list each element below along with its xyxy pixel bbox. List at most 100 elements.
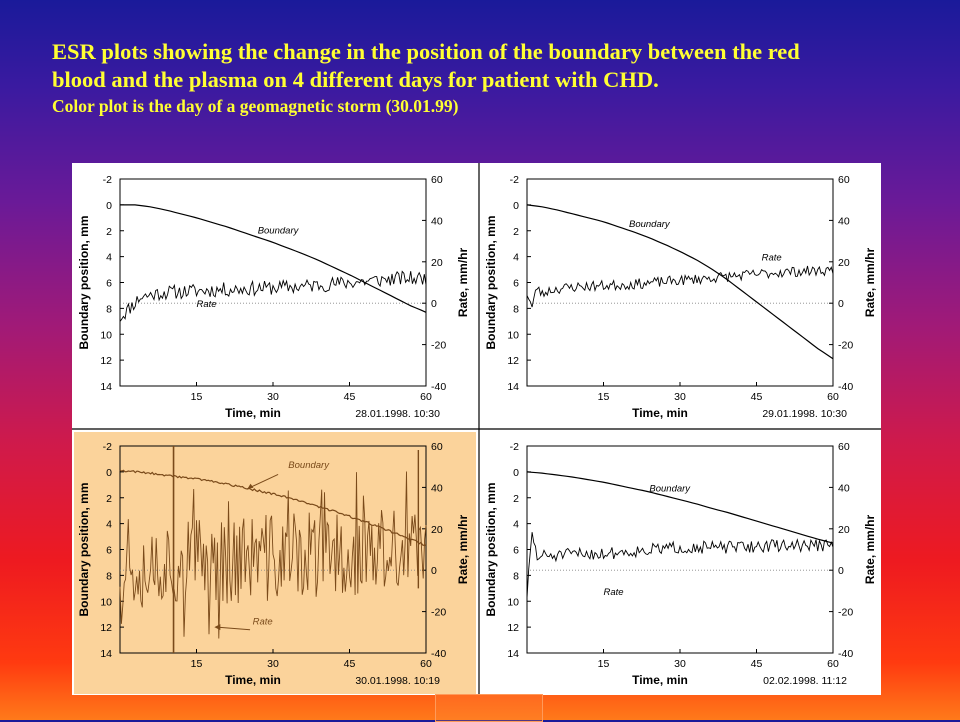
tick-label-left: 10 <box>100 596 112 608</box>
annotation-rate: Rate <box>604 587 624 598</box>
annotation-rate: Rate <box>253 617 273 628</box>
annotation-boundary: Boundary <box>258 225 300 236</box>
tick-label-right: 40 <box>431 215 443 227</box>
tick-label-left: 14 <box>507 381 519 393</box>
tick-label-left: 6 <box>106 278 112 290</box>
tick-label-right: -20 <box>838 607 853 619</box>
series-line-boundary <box>120 204 427 313</box>
tick-label-left: 6 <box>513 278 519 290</box>
tick-label-x: 15 <box>598 391 610 403</box>
tick-label-right: 20 <box>838 257 850 269</box>
annotation-rate: Rate <box>197 299 217 310</box>
x-axis-label: Time, min <box>225 673 281 687</box>
tick-label-right: -40 <box>838 648 853 660</box>
x-axis-label: Time, min <box>632 673 688 687</box>
tick-label-right: 60 <box>431 441 443 453</box>
tick-label-right: 0 <box>431 298 437 310</box>
tick-label-left: 14 <box>507 648 519 660</box>
y-axis-label-left: Boundary position, mm <box>77 482 91 616</box>
x-axis-label: Time, min <box>632 406 688 420</box>
tick-label-x: 45 <box>751 658 763 670</box>
series-line-boundary <box>526 471 834 544</box>
tick-label-right: 60 <box>838 441 850 453</box>
tick-label-left: 4 <box>513 519 519 531</box>
series-line-rate <box>119 471 427 639</box>
tick-label-left: 4 <box>106 252 112 264</box>
series-line-boundary <box>119 469 427 547</box>
date-label: 28.01.1998. 10:30 <box>355 408 440 420</box>
annotation-boundary: Boundary <box>649 483 691 494</box>
tick-label-x: 45 <box>344 391 356 403</box>
tick-label-x: 15 <box>598 658 610 670</box>
tick-label-x: 30 <box>267 658 279 670</box>
y-axis-label-left: Boundary position, mm <box>77 215 91 349</box>
tick-label-left: 2 <box>106 226 112 238</box>
tick-label-left: 10 <box>507 596 519 608</box>
annotation-arrow-rate <box>216 626 251 631</box>
tick-label-x: 45 <box>751 391 763 403</box>
x-axis-label: Time, min <box>225 406 281 420</box>
tick-label-x: 45 <box>344 658 356 670</box>
annotation-boundary: Boundary <box>629 219 671 230</box>
tick-label-right: -20 <box>431 340 446 352</box>
date-label: 29.01.1998. 10:30 <box>762 408 847 420</box>
tick-label-left: 12 <box>507 622 519 634</box>
tick-label-x: 30 <box>674 658 686 670</box>
arrowhead-rate <box>214 624 221 631</box>
tick-label-right: -40 <box>431 648 446 660</box>
tick-label-right: -40 <box>431 381 446 393</box>
y-axis-label-left: Boundary position, mm <box>484 482 498 616</box>
tick-label-left: 0 <box>513 467 519 479</box>
tick-label-right: -40 <box>838 381 853 393</box>
tick-label-x: 15 <box>191 658 203 670</box>
y-axis-label-right: Rate, mm/hr <box>456 514 470 584</box>
annotation-boundary: Boundary <box>288 460 330 471</box>
tick-label-right: 0 <box>838 565 844 577</box>
tick-label-left: 10 <box>100 329 112 341</box>
tick-label-right: 60 <box>838 174 850 186</box>
title-line-2: blood and the plasma on 4 different days… <box>52 67 659 92</box>
tick-label-x: 30 <box>674 391 686 403</box>
series-line-rate <box>119 270 427 322</box>
date-label: 30.01.1998. 10:19 <box>355 675 440 687</box>
tick-label-left: 8 <box>513 570 519 582</box>
arrowhead-boundary <box>247 483 254 489</box>
tick-label-left: -2 <box>510 441 519 453</box>
tick-label-right: 0 <box>431 565 437 577</box>
y-axis-label-left: Boundary position, mm <box>484 215 498 349</box>
tick-label-left: 12 <box>100 622 112 634</box>
tick-label-left: -2 <box>103 441 112 453</box>
tick-label-left: 14 <box>100 648 112 660</box>
tick-label-left: 6 <box>106 545 112 557</box>
slide-footer-box <box>435 694 543 722</box>
annotation-arrow-boundary <box>247 474 279 490</box>
tick-label-right: 20 <box>431 524 443 536</box>
tick-label-left: 12 <box>100 355 112 367</box>
tick-label-right: 40 <box>838 482 850 494</box>
tick-label-right: -20 <box>431 607 446 619</box>
tick-label-right: 60 <box>431 174 443 186</box>
tick-label-left: 4 <box>513 252 519 264</box>
tick-label-x: 60 <box>827 391 839 403</box>
tick-label-right: 0 <box>838 298 844 310</box>
plot-frame <box>526 178 834 387</box>
y-axis-label-right: Rate, mm/hr <box>863 514 877 584</box>
series-line-rate <box>526 265 834 308</box>
tick-label-left: 14 <box>100 381 112 393</box>
esr-figure: -2 0 2 4 6 8 10 12 14 60 40 20 0 -20 -40 15 30 45 60 Time, … <box>72 163 881 695</box>
title-subtitle: Color plot is the day of a geomagnetic s… <box>52 96 459 116</box>
tick-label-x: 60 <box>420 658 432 670</box>
tick-label-left: -2 <box>103 174 112 186</box>
y-axis-label-right: Rate, mm/hr <box>456 247 470 317</box>
tick-label-right: 20 <box>838 524 850 536</box>
tick-label-right: 40 <box>431 482 443 494</box>
y-axis-label-right: Rate, mm/hr <box>863 247 877 317</box>
tick-label-x: 15 <box>191 391 203 403</box>
tick-label-left: 8 <box>106 570 112 582</box>
tick-label-right: -20 <box>838 340 853 352</box>
tick-label-x: 60 <box>420 391 432 403</box>
